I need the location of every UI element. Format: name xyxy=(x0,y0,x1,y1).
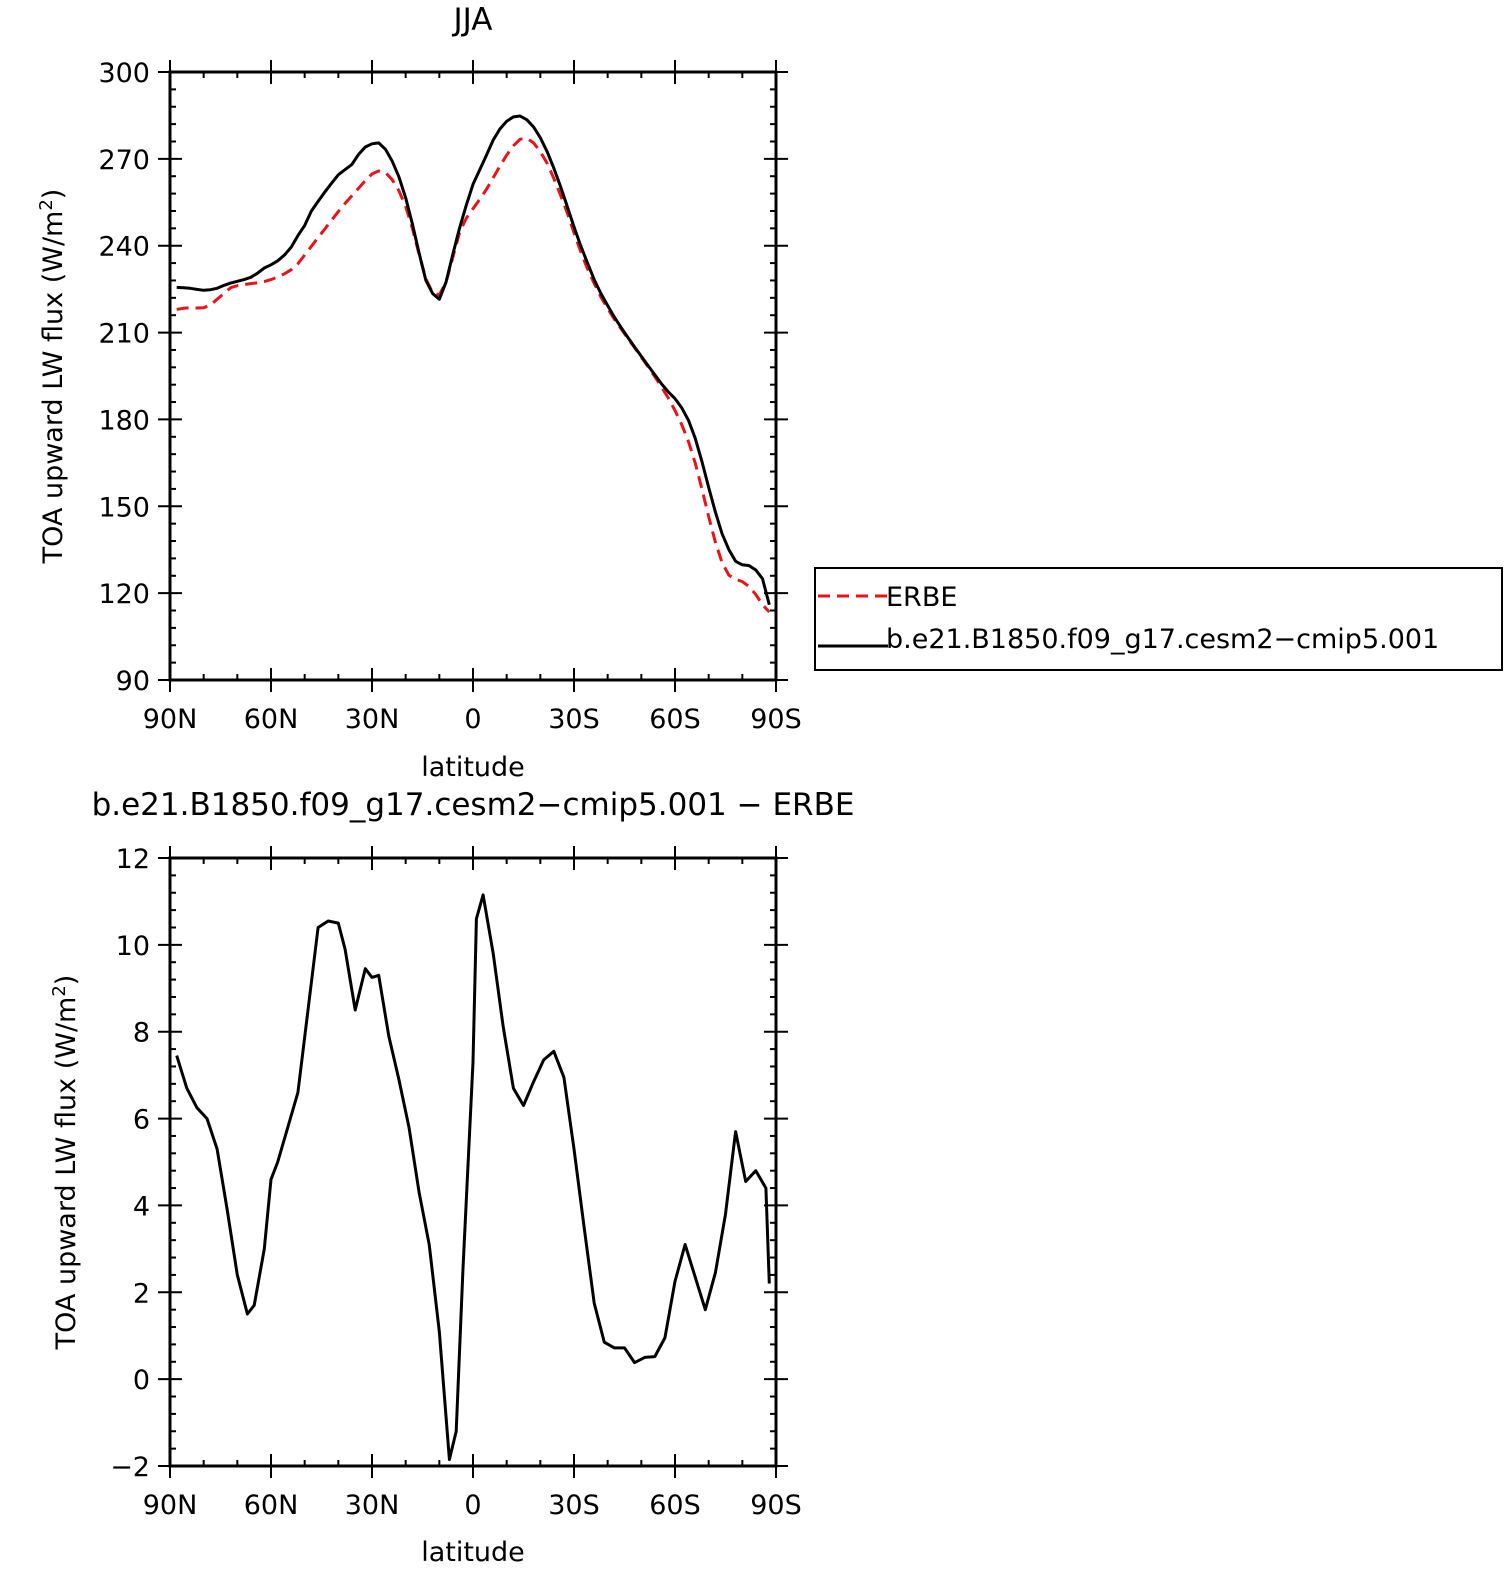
bottom-y-tick-label: 4 xyxy=(133,1191,150,1222)
legend-erbe-label: ERBE xyxy=(886,582,957,613)
bottom-plot-frame xyxy=(168,856,778,1468)
top-x-tick-label: 30S xyxy=(548,704,600,735)
top-x-tick-label: 90S xyxy=(750,704,802,735)
top-x-tick-label: 30N xyxy=(345,704,400,735)
legend-model-label: b.e21.B1850.f09_g17.cesm2−cmip5.001 xyxy=(886,624,1439,655)
bottom-y-axis-title-main: TOA upward LW flux (W/m xyxy=(51,997,82,1351)
bottom-y-axis-title-end: ) xyxy=(51,975,82,986)
bottom-x-tick-label: 0 xyxy=(464,1490,481,1521)
top-x-tick-label: 60N xyxy=(244,704,299,735)
top-plot-frame xyxy=(168,70,778,682)
top-x-tick-label: 0 xyxy=(464,704,481,735)
legend: ERBE b.e21.B1850.f09_g17.cesm2−cmip5.001 xyxy=(814,567,1503,671)
top-chart-title: JJA xyxy=(452,2,493,38)
top-y-axis-title-main: TOA upward LW flux (W/m xyxy=(38,211,69,565)
bottom-y-tick-label: −2 xyxy=(110,1452,150,1483)
top-x-tick-label: 60S xyxy=(649,704,701,735)
top-y-tick-label: 270 xyxy=(98,145,150,176)
top-x-tick-label: 90N xyxy=(143,704,198,735)
top-y-tick-label: 300 xyxy=(98,58,150,89)
bottom-x-tick-label: 30S xyxy=(548,1490,600,1521)
top-y-axis-title-end: ) xyxy=(38,189,69,200)
bottom-panel: b.e21.B1850.f09_g17.cesm2−cmip5.001 − ER… xyxy=(49,787,854,1568)
bottom-x-tick-label: 60S xyxy=(649,1490,701,1521)
top-y-axis-title-sup: 2 xyxy=(36,199,57,210)
top-y-tick-label: 210 xyxy=(98,319,150,350)
bottom-y-tick-label: 2 xyxy=(133,1278,150,1309)
bottom-x-tick-label: 60N xyxy=(244,1490,299,1521)
top-series-line-1 xyxy=(176,114,771,606)
top-y-axis-title: TOA upward LW flux (W/m2) xyxy=(36,189,69,565)
top-panel: JJA 90 120 150 180 210 240 270 300 90N 60N 30N 0 30S… xyxy=(36,2,1503,783)
bottom-y-tick-label: 0 xyxy=(133,1365,150,1396)
bottom-y-tick-label: 10 xyxy=(116,931,150,962)
bottom-x-tick-label: 90N xyxy=(143,1490,198,1521)
bottom-series-line-0 xyxy=(175,893,771,1461)
top-y-tick-label: 240 xyxy=(98,232,150,263)
bottom-y-tick-label: 6 xyxy=(133,1105,150,1136)
bottom-chart-title: b.e21.B1850.f09_g17.cesm2−cmip5.001 − ER… xyxy=(92,787,855,823)
top-y-tick-label: 180 xyxy=(98,405,150,436)
top-y-tick-label: 150 xyxy=(98,492,150,523)
bottom-x-tick-label: 90S xyxy=(750,1490,802,1521)
legend-box xyxy=(814,567,1503,671)
bottom-y-tick-label: 8 xyxy=(133,1018,150,1049)
bottom-x-axis-title: latitude xyxy=(421,1537,525,1568)
bottom-y-tick-label: 12 xyxy=(116,844,150,875)
top-series-line-0 xyxy=(176,136,771,614)
bottom-y-axis-title: TOA upward LW flux (W/m2) xyxy=(49,975,82,1351)
bottom-y-axis-title-sup: 2 xyxy=(49,985,70,996)
top-y-tick-label: 120 xyxy=(98,579,150,610)
bottom-x-tick-label: 30N xyxy=(345,1490,400,1521)
top-x-axis-title: latitude xyxy=(421,752,525,783)
top-y-tick-label: 90 xyxy=(116,666,150,697)
